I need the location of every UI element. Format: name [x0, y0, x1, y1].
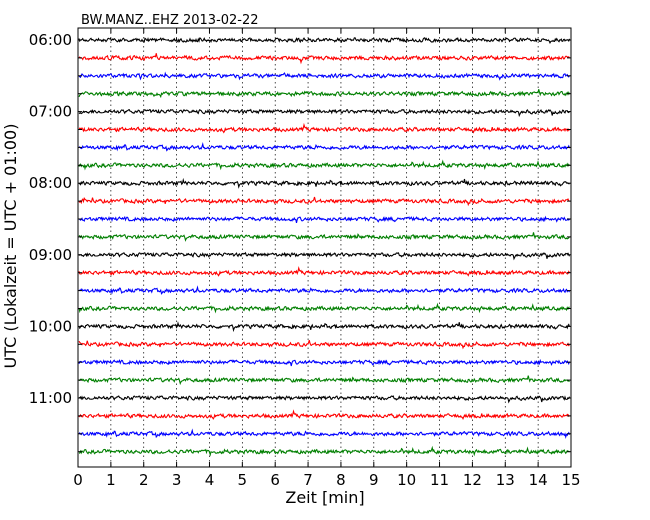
trace-0745	[78, 159, 570, 171]
x-tick-label: 3	[172, 471, 182, 489]
y-tick-label: 09:00	[29, 246, 72, 264]
trace-0600	[78, 36, 571, 45]
trace-1000	[78, 321, 571, 333]
x-tick-label: 1	[106, 471, 116, 489]
trace-1145	[78, 445, 570, 457]
trace-1100	[78, 395, 570, 404]
x-tick-label: 9	[369, 471, 379, 489]
trace-0945	[78, 302, 570, 314]
trace-1045	[78, 375, 570, 386]
x-axis-label: Zeit [min]	[285, 488, 364, 507]
x-tick-label: 15	[561, 471, 580, 489]
trace-1030	[78, 358, 571, 367]
y-tick-label: 11:00	[29, 389, 72, 407]
trace-0630	[78, 71, 570, 81]
x-tick-label: 2	[139, 471, 149, 489]
x-tick-label: 0	[73, 471, 83, 489]
trace-0715	[78, 122, 570, 134]
x-tick-label: 8	[336, 471, 346, 489]
y-tick-label: 06:00	[29, 31, 72, 49]
x-tick-label: 14	[529, 471, 548, 489]
trace-0730	[78, 142, 571, 152]
y-tick-label: 07:00	[29, 103, 72, 121]
trace-0830	[78, 215, 570, 223]
grid-lines	[110, 28, 539, 467]
trace-0900	[78, 251, 570, 261]
x-tick-label: 10	[397, 471, 416, 489]
chart-title: BW.MANZ..EHZ 2013-02-22	[81, 13, 259, 28]
x-tick-label: 7	[303, 471, 313, 489]
trace-0800	[78, 177, 570, 189]
trace-1130	[78, 428, 571, 439]
trace-0645	[78, 89, 571, 99]
x-axis-ticks: 0 1 2 3 4 5 6 7 8 9 10 11 12 13 14 15	[73, 28, 581, 489]
trace-0700	[78, 108, 570, 118]
trace-1115	[78, 409, 570, 421]
plot-frame	[77, 27, 572, 468]
y-axis-ticks: 06:00 07:00 08:00 09:00 10:00 11:00	[29, 31, 571, 453]
y-tick-label: 08:00	[29, 174, 72, 192]
trace-1015	[78, 340, 570, 350]
x-tick-label: 6	[270, 471, 280, 489]
trace-0930	[78, 285, 570, 295]
trace-group	[78, 36, 571, 457]
trace-0915	[78, 266, 570, 277]
x-tick-label: 11	[430, 471, 449, 489]
y-tick-label: 10:00	[29, 317, 72, 335]
x-tick-label: 4	[205, 471, 215, 489]
x-tick-label: 12	[463, 471, 482, 489]
trace-0615	[78, 53, 570, 65]
x-tick-label: 5	[238, 471, 248, 489]
trace-0815	[78, 196, 570, 207]
x-tick-label: 13	[496, 471, 515, 489]
y-axis-label: UTC (Lokalzeit = UTC + 01:00)	[1, 124, 20, 369]
trace-0845	[78, 232, 570, 242]
